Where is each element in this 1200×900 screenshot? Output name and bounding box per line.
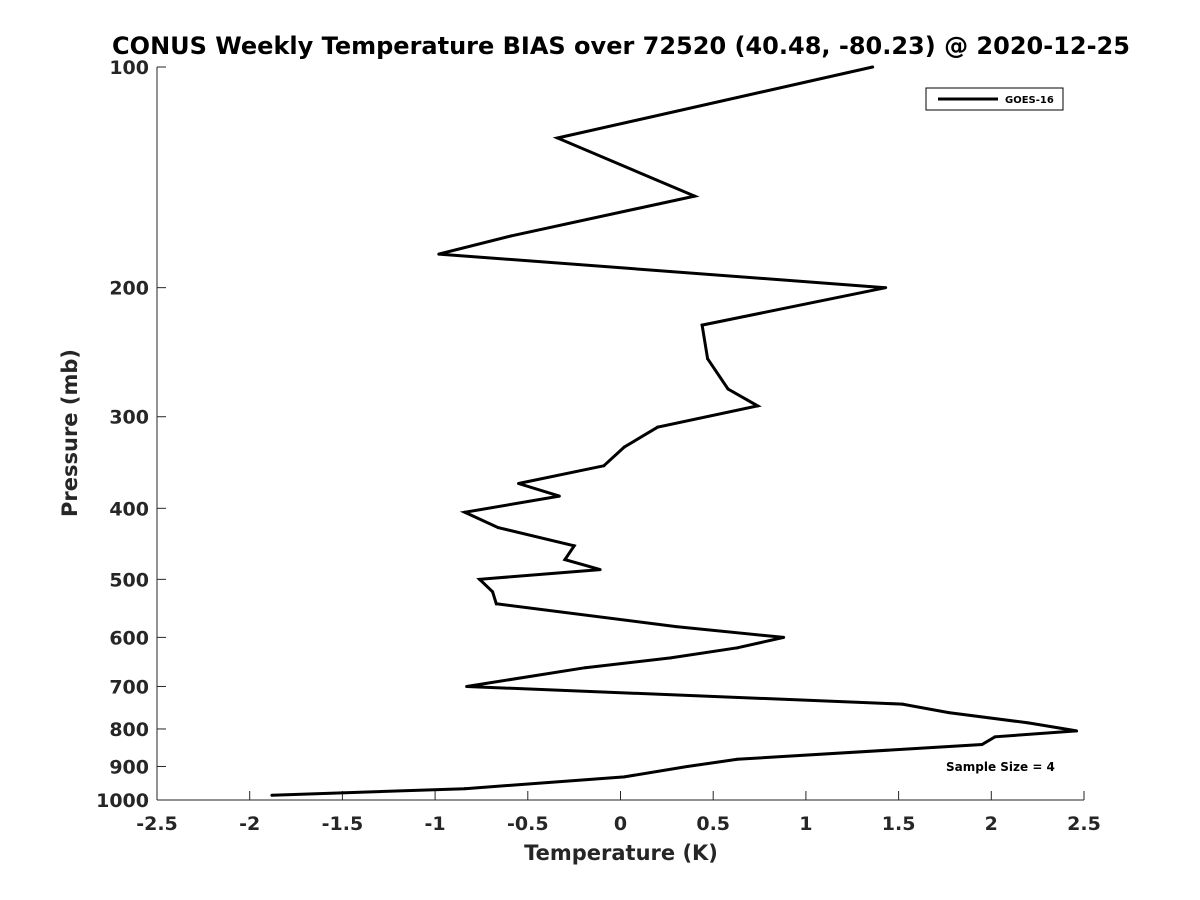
y-tick-label: 900 [109, 756, 149, 778]
data-point [735, 757, 739, 761]
data-point [622, 445, 626, 449]
data-point [993, 735, 997, 739]
data-point [270, 793, 274, 797]
data-point [674, 625, 678, 629]
y-tick-label: 1000 [96, 790, 149, 812]
data-point [622, 775, 626, 779]
data-point [782, 635, 786, 639]
y-tick-label: 100 [109, 57, 149, 79]
sample-size-annotation: Sample Size = 4 [946, 760, 1055, 774]
data-point [572, 544, 576, 548]
data-point [509, 234, 513, 238]
x-tick-label: 2 [985, 813, 998, 835]
data-point [1075, 729, 1079, 733]
data-point [947, 711, 951, 715]
data-point [557, 494, 561, 498]
data-point [602, 464, 606, 468]
data-point [491, 590, 495, 594]
data-point [583, 666, 587, 670]
data-point [980, 742, 984, 746]
x-tick-label: 0 [614, 813, 627, 835]
data-point [478, 577, 482, 581]
data-point [1026, 721, 1030, 725]
data-point [871, 65, 875, 69]
data-point [598, 568, 602, 572]
series-line-goes-16 [271, 65, 1077, 797]
data-point [756, 404, 760, 408]
data-point [726, 387, 730, 391]
data-point [685, 764, 689, 768]
x-axis-label: Temperature (K) [524, 841, 718, 865]
x-tick-label: 1.5 [882, 813, 916, 835]
data-point [463, 510, 467, 514]
y-tick-label: 700 [109, 676, 149, 698]
data-point [465, 684, 469, 688]
y-tick-label: 800 [109, 719, 149, 741]
data-point [706, 357, 710, 361]
tick-layer: -2.5 -2 -1.5 -1 -0.5 0 0.5 1 1.5 2 2.5 100 200 300 400… [96, 57, 1101, 835]
data-point [656, 425, 660, 429]
data-point [517, 481, 521, 485]
data-point [693, 194, 697, 198]
y-axis-label: Pressure (mb) [58, 349, 82, 517]
x-tick-label: -0.5 [507, 813, 549, 835]
legend: GOES-16 [925, 87, 1064, 111]
x-tick-label: 0.5 [696, 813, 730, 835]
y-tick-label: 400 [109, 498, 149, 520]
x-tick-label: -1 [425, 813, 446, 835]
data-point [735, 646, 739, 650]
legend-label-goes-16: GOES-16 [1005, 95, 1054, 106]
y-tick-label: 200 [109, 278, 149, 300]
data-point [437, 252, 441, 256]
y-tick-label: 500 [109, 569, 149, 591]
data-point [496, 526, 500, 530]
chart-title: CONUS Weekly Temperature BIAS over 72520… [112, 32, 1130, 60]
data-point [563, 558, 567, 562]
data-point [669, 656, 673, 660]
data-point [900, 702, 904, 706]
y-tick-label: 600 [109, 627, 149, 649]
x-tick-label: 1 [799, 813, 812, 835]
data-point [463, 787, 467, 791]
x-tick-label: -2.5 [136, 813, 178, 835]
data-point [555, 136, 559, 140]
x-tick-label: -1.5 [322, 813, 364, 835]
data-point [700, 323, 704, 327]
data-point [884, 286, 888, 290]
plot-area [157, 67, 1084, 800]
x-tick-label: -2 [239, 813, 260, 835]
y-tick-label: 300 [109, 407, 149, 429]
plot-layer [270, 65, 1079, 797]
data-point [494, 602, 498, 606]
x-tick-label: 2.5 [1067, 813, 1101, 835]
